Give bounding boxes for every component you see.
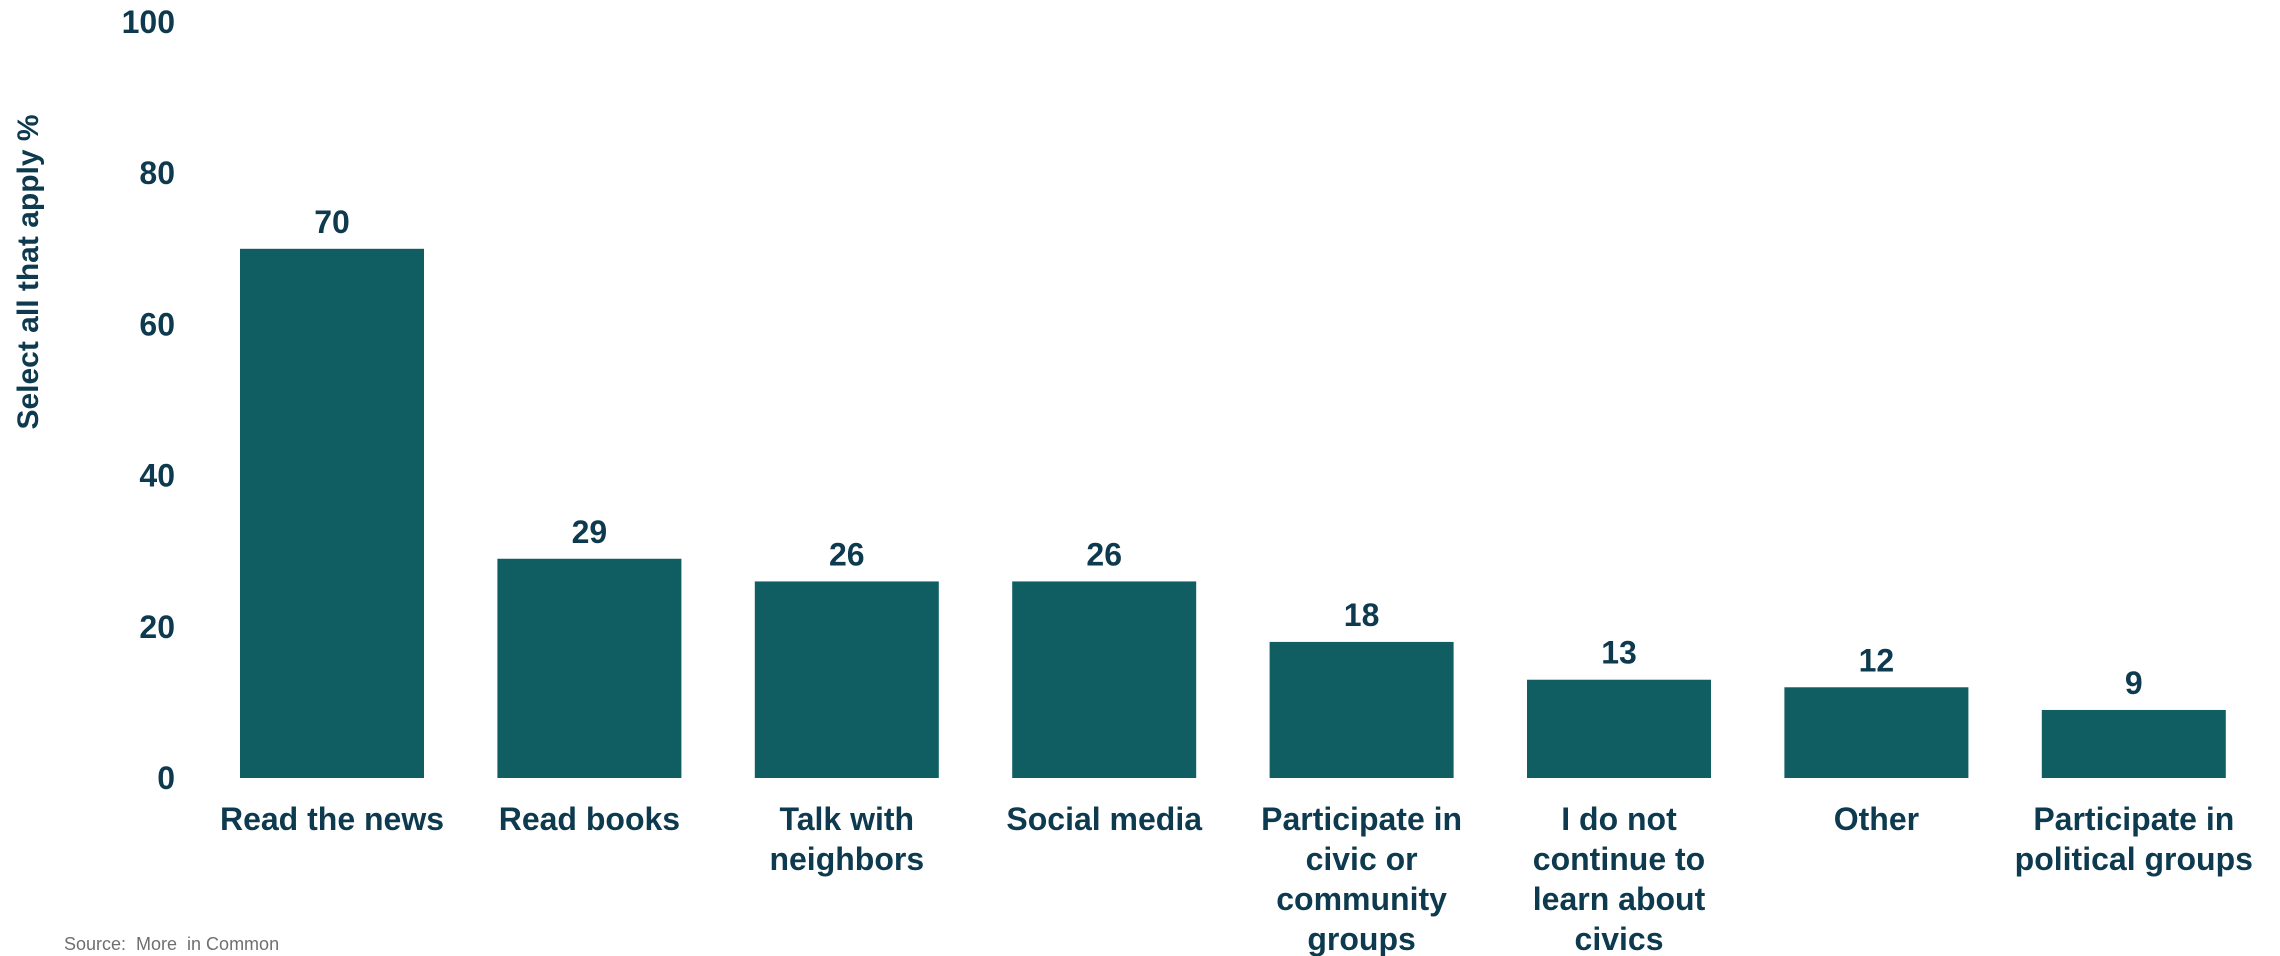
category-label: Participate in — [2033, 801, 2234, 837]
category-label: Other — [1834, 801, 1919, 837]
bar-value-label: 26 — [1086, 536, 1122, 572]
bars — [240, 248, 2226, 779]
bar-value-label: 12 — [1859, 642, 1895, 678]
bar — [1784, 687, 1969, 778]
bar-value-label: 9 — [2125, 665, 2143, 701]
bar — [497, 558, 682, 778]
category-label: Talk with — [780, 801, 915, 837]
category-label: civics — [1575, 921, 1664, 956]
bar — [754, 581, 939, 778]
category-label: community — [1276, 881, 1447, 917]
bar-value-label: 29 — [572, 514, 608, 550]
category-label: political groups — [2015, 841, 2253, 877]
bar — [1527, 679, 1711, 778]
category-label: civic or — [1306, 841, 1418, 877]
value-labels: 70 29 26 26 18 13 12 9 — [314, 204, 2142, 701]
y-tick-label: 100 — [122, 4, 175, 40]
bar-value-label: 13 — [1601, 635, 1637, 671]
category-label: continue to — [1533, 841, 1705, 877]
bar — [240, 248, 424, 779]
category-labels: Read the news Read books Talk with neighbor… — [220, 801, 2253, 956]
y-tick-label: 20 — [139, 609, 175, 645]
category-label: learn about — [1533, 881, 1706, 917]
category-label: Social media — [1006, 801, 1202, 837]
y-tick-label: 0 — [157, 760, 175, 796]
source-note: Source: More in Common — [64, 934, 280, 954]
y-axis-title: Select all that apply % — [12, 114, 45, 429]
category-label: Read books — [499, 801, 680, 837]
category-label: Participate in — [1261, 801, 1462, 837]
bar-value-label: 26 — [829, 536, 865, 572]
bar — [2041, 709, 2226, 778]
y-tick-label: 40 — [139, 458, 175, 494]
bar — [1269, 641, 1454, 778]
y-tick-label: 60 — [139, 306, 175, 342]
category-label: groups — [1307, 921, 1415, 956]
y-tick-label: 80 — [139, 155, 175, 191]
bar-value-label: 70 — [314, 204, 350, 240]
bar-value-label: 18 — [1344, 597, 1380, 633]
y-axis-ticks: 0 20 40 60 80 100 — [122, 4, 175, 796]
category-label: I do not — [1561, 801, 1677, 837]
bar — [1012, 581, 1197, 778]
category-label: neighbors — [769, 841, 924, 877]
category-label: Read the news — [220, 801, 444, 837]
